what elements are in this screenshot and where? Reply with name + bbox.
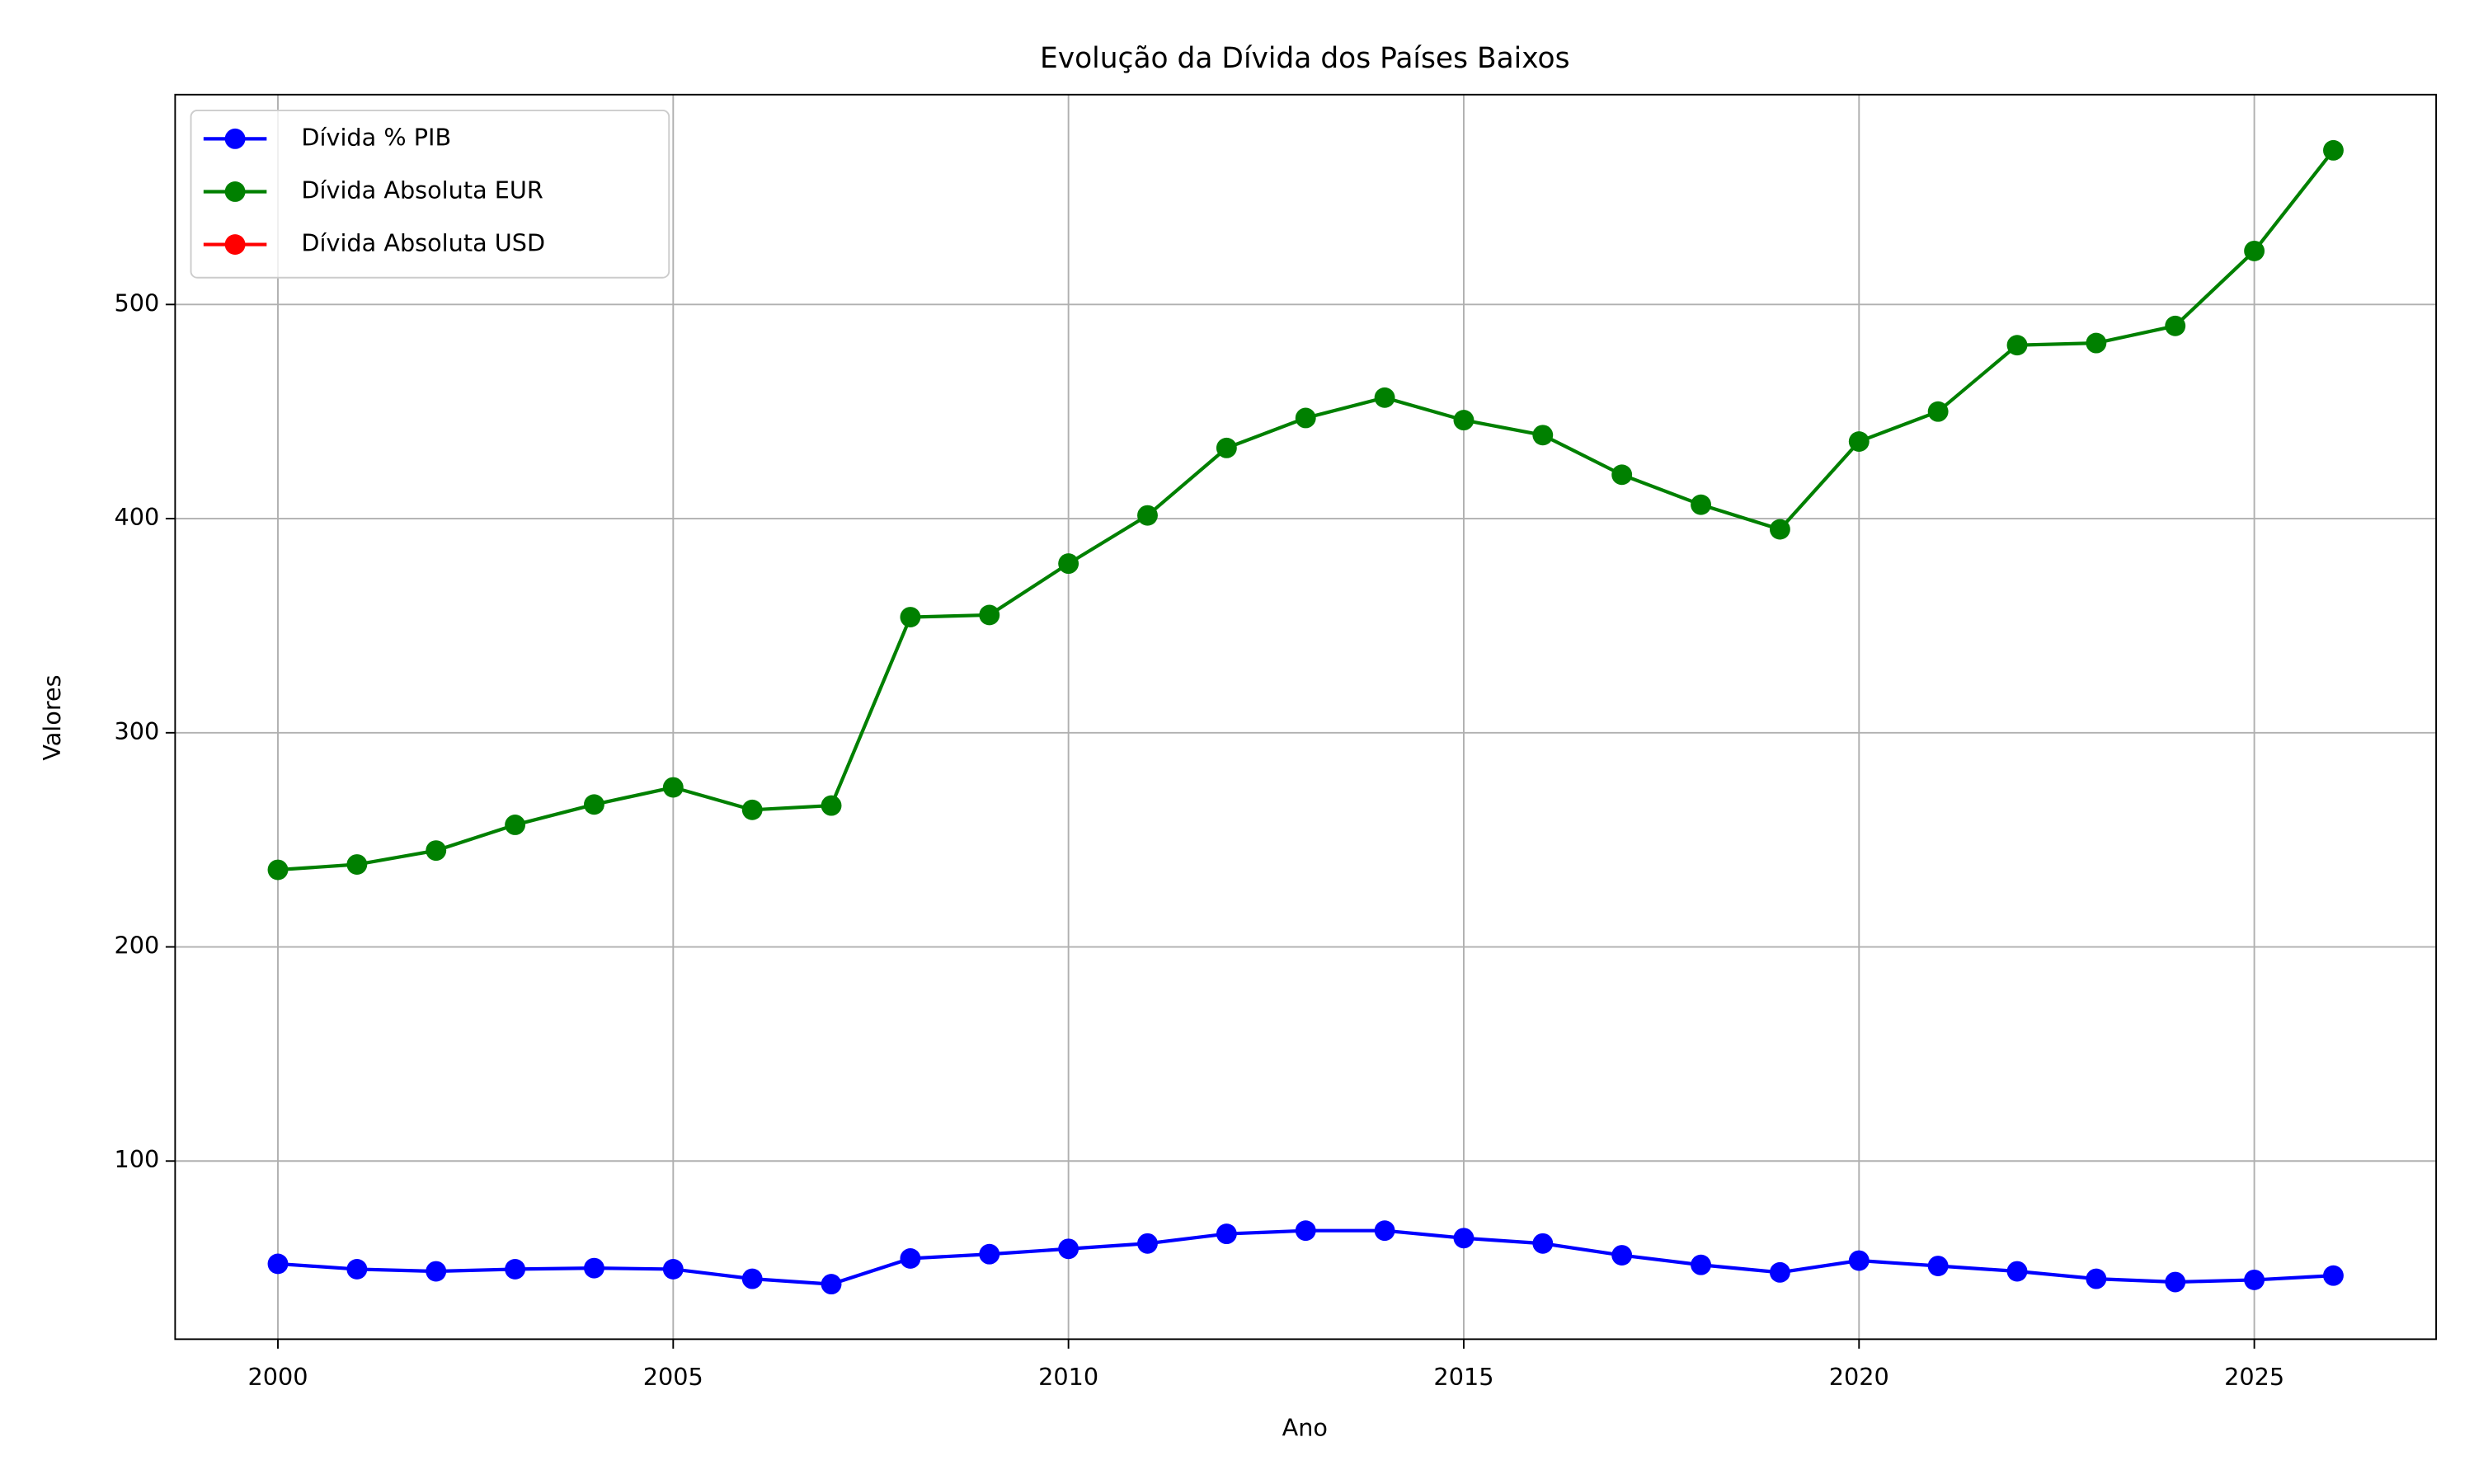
data-point	[2086, 332, 2107, 354]
data-point	[1295, 407, 1316, 429]
data-point	[2006, 1261, 2028, 1282]
data-point	[1295, 1220, 1316, 1242]
data-point	[1927, 1256, 1949, 1276]
x-tick-label: 2000	[247, 1363, 308, 1391]
data-point	[346, 1258, 368, 1280]
data-point	[2006, 335, 2028, 356]
y-tick-label: 200	[114, 932, 159, 960]
x-axis-label: Ano	[1282, 1413, 1328, 1441]
data-point	[979, 1243, 1000, 1265]
data-point	[2323, 1265, 2344, 1286]
data-point	[1848, 431, 1870, 452]
legend: Dívida % PIB Dívida Absoluta EUR Dívida Ab…	[190, 109, 670, 279]
data-point	[900, 607, 921, 627]
data-point	[1453, 410, 1475, 431]
data-point	[2244, 240, 2265, 261]
legend-box	[190, 109, 670, 279]
data-point	[584, 1257, 604, 1279]
data-point	[1374, 387, 1395, 408]
data-point	[662, 777, 684, 798]
data-point	[1058, 553, 1079, 575]
y-tick-label: 300	[114, 717, 159, 745]
data-point	[584, 794, 604, 815]
data-point	[1532, 425, 1554, 446]
plot-frame	[174, 93, 2438, 1341]
x-tick-label: 2020	[1829, 1363, 1889, 1391]
data-point	[1691, 494, 1711, 515]
legend-marker	[224, 128, 246, 149]
data-point	[267, 859, 289, 881]
legend-label: Dívida % PIB	[301, 123, 451, 151]
data-point	[1137, 505, 1158, 526]
y-axis-label: Valores	[38, 674, 66, 760]
data-point	[1374, 1220, 1395, 1242]
data-point	[1769, 519, 1790, 540]
data-point	[1927, 401, 1949, 422]
data-point	[741, 799, 763, 820]
data-point	[1848, 1250, 1870, 1271]
data-point	[346, 854, 368, 875]
data-point	[2165, 1271, 2186, 1293]
data-point	[1058, 1238, 1079, 1260]
data-point	[505, 815, 526, 835]
data-point	[2086, 1268, 2107, 1289]
legend-marker	[224, 181, 246, 202]
legend-marker	[224, 234, 246, 255]
data-point	[1611, 1245, 1633, 1266]
y-tick-label: 400	[114, 503, 159, 531]
y-tick-label: 500	[114, 289, 159, 317]
data-point	[505, 1258, 526, 1280]
y-tick-label: 100	[114, 1145, 159, 1173]
legend-label: Dívida Absoluta EUR	[301, 176, 543, 204]
data-point	[1769, 1261, 1790, 1283]
data-point	[426, 840, 447, 862]
data-point	[426, 1261, 447, 1282]
data-point	[741, 1268, 763, 1289]
x-tick-label: 2025	[2224, 1363, 2284, 1391]
data-point	[2244, 1269, 2265, 1290]
chart-title: Evolução da Dívida dos Países Baixos	[1040, 42, 1570, 75]
data-point	[662, 1258, 684, 1280]
data-point	[2165, 315, 2186, 336]
data-point	[1611, 464, 1633, 486]
data-point	[267, 1253, 289, 1275]
x-tick-label: 2010	[1038, 1363, 1098, 1391]
x-tick-label: 2005	[643, 1363, 703, 1391]
x-tick-label: 2015	[1433, 1363, 1493, 1391]
data-point	[979, 604, 1000, 626]
data-point	[1216, 1223, 1237, 1245]
data-point	[821, 795, 842, 816]
data-point	[900, 1248, 921, 1269]
data-point	[2323, 139, 2344, 161]
data-point	[1453, 1228, 1475, 1249]
data-point	[1216, 437, 1237, 458]
data-point	[1137, 1233, 1158, 1254]
legend-label: Dívida Absoluta USD	[301, 229, 545, 257]
data-point	[1691, 1254, 1711, 1275]
data-point	[821, 1274, 842, 1295]
data-point	[1532, 1233, 1554, 1254]
